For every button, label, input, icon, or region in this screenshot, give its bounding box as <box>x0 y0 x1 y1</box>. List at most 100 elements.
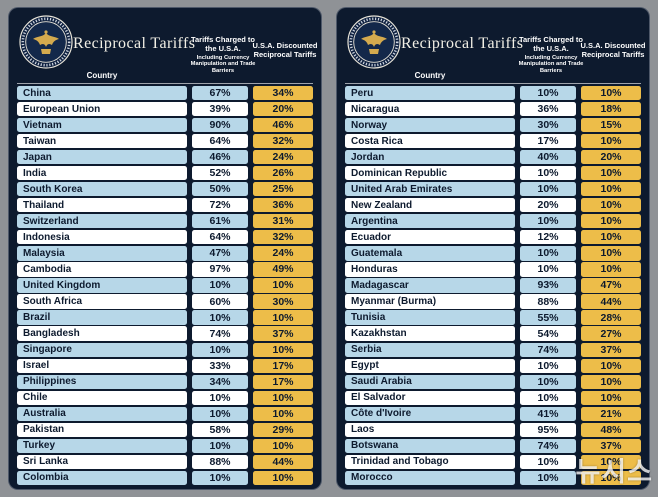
table-row: Ecuador 12% 10% <box>345 230 641 245</box>
table-row: Singapore 10% 10% <box>17 342 313 357</box>
header-divider <box>17 83 313 84</box>
charged-tariff-cell: 10% <box>520 470 576 485</box>
table-row: Morocco 10% 10% <box>345 470 641 485</box>
discounted-tariff-cell: 17% <box>253 374 313 389</box>
country-cell: Vietnam <box>17 118 187 133</box>
discounted-tariff-cell: 10% <box>581 374 641 389</box>
table-row: Vietnam 90% 46% <box>17 118 313 133</box>
charged-tariff-cell: 72% <box>192 198 248 213</box>
charged-tariff-cell: 10% <box>192 310 248 325</box>
country-cell: Cambodia <box>17 262 187 277</box>
discounted-column-header: U.S.A. Discounted Reciprocal Tariffs <box>252 41 318 59</box>
country-cell: Pakistan <box>17 422 187 437</box>
charged-tariff-cell: 10% <box>192 438 248 453</box>
country-column-header: Country <box>414 71 446 80</box>
table-row: Dominican Republic 10% 10% <box>345 166 641 181</box>
table-row: Thailand 72% 36% <box>17 198 313 213</box>
charged-tariff-cell: 61% <box>192 214 248 229</box>
charged-tariff-cell: 10% <box>520 390 576 405</box>
charged-tariff-cell: 60% <box>192 294 248 309</box>
country-cell: Dominican Republic <box>345 166 515 181</box>
country-cell: Tunisia <box>345 310 515 325</box>
charged-tariff-cell: 90% <box>192 118 248 133</box>
charged-tariff-cell: 10% <box>520 166 576 181</box>
charged-tariff-cell: 88% <box>192 454 248 469</box>
table-row: Japan 46% 24% <box>17 150 313 165</box>
table-row: Madagascar 93% 47% <box>345 278 641 293</box>
charged-tariff-cell: 10% <box>520 214 576 229</box>
newsis-watermark: 뉴시스 <box>575 457 653 487</box>
table-row: Chile 10% 10% <box>17 390 313 405</box>
discounted-tariff-cell: 48% <box>581 422 641 437</box>
country-cell: Taiwan <box>17 134 187 149</box>
table-row: Bangladesh 74% 37% <box>17 326 313 341</box>
country-cell: Philippines <box>17 374 187 389</box>
country-cell: European Union <box>17 102 187 117</box>
charged-tariff-cell: 55% <box>520 310 576 325</box>
discounted-tariff-cell: 10% <box>253 342 313 357</box>
discounted-tariff-cell: 10% <box>253 406 313 421</box>
country-cell: Japan <box>17 150 187 165</box>
charged-tariff-cell: 39% <box>192 102 248 117</box>
country-cell: Brazil <box>17 310 187 325</box>
country-cell: Peru <box>345 86 515 101</box>
discounted-tariff-cell: 37% <box>253 326 313 341</box>
table-row: New Zealand 20% 10% <box>345 198 641 213</box>
country-cell: New Zealand <box>345 198 515 213</box>
country-cell: Chile <box>17 390 187 405</box>
table-row: United Arab Emirates 10% 10% <box>345 182 641 197</box>
country-cell: Nicaragua <box>345 102 515 117</box>
panel-title: Reciprocal Tariffs <box>401 35 524 52</box>
charged-tariff-cell: 74% <box>192 326 248 341</box>
discounted-tariff-cell: 10% <box>581 358 641 373</box>
discounted-tariff-cell: 29% <box>253 422 313 437</box>
table-row: Switzerland 61% 31% <box>17 214 313 229</box>
country-cell: South Africa <box>17 294 187 309</box>
table-row: Israel 33% 17% <box>17 358 313 373</box>
presidential-seal-icon <box>19 15 73 69</box>
charged-tariff-cell: 54% <box>520 326 576 341</box>
country-cell: Israel <box>17 358 187 373</box>
charged-tariff-cell: 97% <box>192 262 248 277</box>
discounted-tariff-cell: 10% <box>581 390 641 405</box>
charged-tariff-cell: 10% <box>192 470 248 485</box>
discounted-tariff-cell: 30% <box>253 294 313 309</box>
charged-tariff-cell: 74% <box>520 438 576 453</box>
discounted-tariff-cell: 44% <box>253 454 313 469</box>
discounted-tariff-cell: 10% <box>581 214 641 229</box>
discounted-tariff-cell: 49% <box>253 262 313 277</box>
table-row: Côte d'Ivoire 41% 21% <box>345 406 641 421</box>
table-row: Malaysia 47% 24% <box>17 246 313 261</box>
country-cell: Norway <box>345 118 515 133</box>
charged-tariff-cell: 12% <box>520 230 576 245</box>
table-row: Botswana 74% 37% <box>345 438 641 453</box>
country-cell: Colombia <box>17 470 187 485</box>
charged-tariff-cell: 52% <box>192 166 248 181</box>
country-cell: Laos <box>345 422 515 437</box>
country-cell: Singapore <box>17 342 187 357</box>
table-row: South Korea 50% 25% <box>17 182 313 197</box>
table-row: El Salvador 10% 10% <box>345 390 641 405</box>
charged-tariff-cell: 10% <box>192 278 248 293</box>
table-row: Trinidad and Tobago 10% 10% <box>345 454 641 469</box>
discounted-tariff-cell: 37% <box>581 438 641 453</box>
charged-tariff-cell: 10% <box>520 454 576 469</box>
charged-column-header-main: Tariffs Charged to the U.S.A. <box>190 35 256 53</box>
discounted-tariff-cell: 10% <box>253 310 313 325</box>
discounted-tariff-cell: 10% <box>581 230 641 245</box>
charged-column-header: Tariffs Charged to the U.S.A. Including … <box>517 35 585 74</box>
country-cell: Egypt <box>345 358 515 373</box>
country-cell: Sri Lanka <box>17 454 187 469</box>
country-cell: Madagascar <box>345 278 515 293</box>
discounted-tariff-cell: 10% <box>581 166 641 181</box>
charged-tariff-cell: 58% <box>192 422 248 437</box>
country-cell: India <box>17 166 187 181</box>
charged-column-header-sub: Including Currency Manipulation and Trad… <box>518 54 584 74</box>
charged-tariff-cell: 10% <box>192 390 248 405</box>
country-cell: Kazakhstan <box>345 326 515 341</box>
table-row: Taiwan 64% 32% <box>17 134 313 149</box>
charged-tariff-cell: 47% <box>192 246 248 261</box>
table-row: Argentina 10% 10% <box>345 214 641 229</box>
country-cell: Trinidad and Tobago <box>345 454 515 469</box>
